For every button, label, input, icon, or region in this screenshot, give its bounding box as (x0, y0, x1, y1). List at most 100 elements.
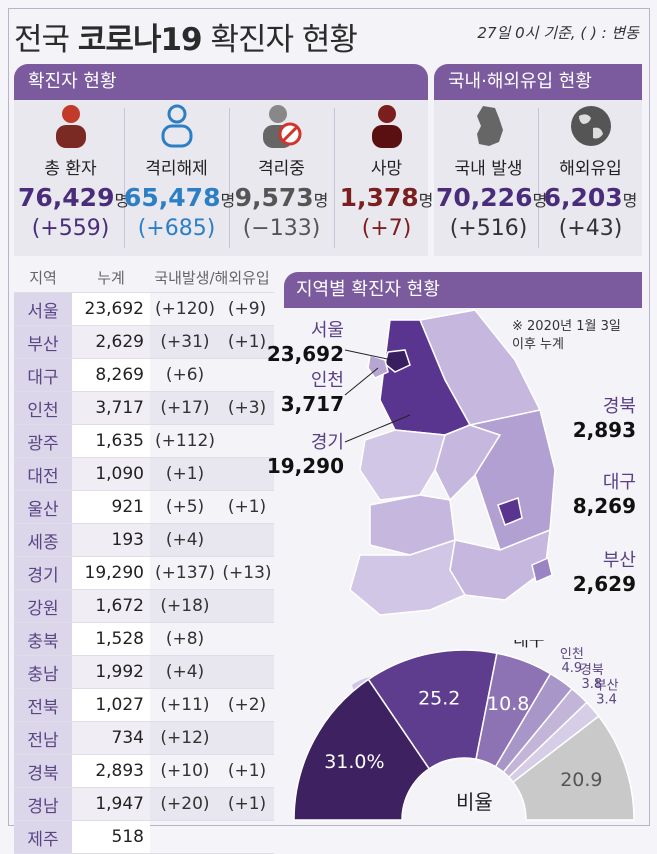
total-cell: 1,635 (72, 424, 150, 458)
stat-total-patients: 총 환자 76,429명 (+559) (18, 104, 129, 241)
region-cell: 인천 (14, 391, 72, 425)
overseas-change-cell: (+2) (220, 688, 274, 722)
region-cell: 세종 (14, 523, 72, 557)
overseas-change-cell (220, 589, 274, 623)
table-row: 광주 1,635 (+112) (14, 424, 274, 458)
region-cell: 강원 (14, 589, 72, 623)
region-cell: 경기 (14, 556, 72, 590)
domestic-change-cell: (+6) (150, 358, 220, 392)
ratio-title: 비율 (456, 790, 493, 814)
region-cell: 전북 (14, 688, 72, 722)
label-seoul: 서울 23,692 (266, 320, 344, 366)
domestic-change-cell: (+1) (150, 457, 220, 491)
overseas-change-cell: (+3) (220, 391, 274, 425)
overseas-change-cell: (+1) (220, 787, 274, 821)
ratio-slice-label: 3.4 (596, 692, 617, 707)
region-cell: 대구 (14, 358, 72, 392)
domestic-change-cell: (+17) (150, 391, 220, 425)
ratio-slice-label: 4.9 (562, 661, 583, 676)
domestic-change-cell: (+18) (150, 589, 220, 623)
person-blocked-icon (229, 104, 334, 148)
table-row: 인천 3,717 (+17) (+3) (14, 391, 274, 425)
ratio-slice-name: 경북 (580, 663, 604, 678)
total-cell: 8,269 (72, 358, 150, 392)
map-jeonnam (349, 538, 467, 616)
label-daegu: 대구 8,269 (572, 472, 636, 518)
region-cell: 광주 (14, 424, 72, 458)
stat-deaths: 사망 1,378명 (+7) (334, 104, 439, 241)
ratio-slice-label: 10.8 (487, 693, 529, 715)
overseas-change-cell (220, 655, 274, 689)
domestic-change-cell: (+4) (150, 655, 220, 689)
overseas-value: 6,203 (543, 183, 623, 212)
total-cell: 1,090 (72, 457, 150, 491)
label-incheon: 인천 3,717 (280, 370, 344, 416)
korea-map (344, 309, 556, 699)
table-row: 경기 19,290 (+137) (+13) (14, 556, 274, 590)
region-table: 지역 누계 국내발생/해외유입 서울 23,692 (+120) (+9) 부산 2,62… (14, 262, 274, 854)
table-row: 전남 734 (+12) (14, 721, 274, 755)
label-gyeonggi: 경기 19,290 (266, 432, 344, 478)
region-cell: 경남 (14, 787, 72, 821)
ratio-slice-name: 대구 (513, 640, 544, 651)
ratio-slice-name: 인천 (560, 647, 584, 662)
domestic-change-cell: (+112) (150, 424, 220, 458)
map-note: ※ 2020년 1월 3일 이후 누계 (512, 319, 621, 352)
total-cell: 23,692 (72, 292, 150, 326)
domestic-change-cell: (+8) (150, 622, 220, 656)
ratio-slice-label: 31.0% (324, 751, 384, 773)
domestic-change-cell (150, 820, 220, 854)
stat-isolated: 격리중 9,573명 (−133) (229, 104, 334, 241)
ratio-slice-name: 부산 (595, 678, 619, 693)
map-daegu (497, 497, 523, 526)
total-cell: 518 (72, 820, 150, 854)
map-chungnam (359, 429, 446, 501)
table-row: 전북 1,027 (+11) (+2) (14, 688, 274, 722)
globe-icon (538, 104, 643, 148)
isolated-value: 9,573 (234, 183, 314, 212)
region-cell: 제주 (14, 820, 72, 854)
ratio-slice-label: 3.8 (581, 677, 602, 692)
region-cell: 충남 (14, 655, 72, 689)
total-cell: 3,717 (72, 391, 150, 425)
overseas-change-cell: (+1) (220, 490, 274, 524)
domestic-change-cell: (+137) (150, 556, 220, 590)
map-busan (531, 556, 553, 584)
total-cell: 1,027 (72, 688, 150, 722)
domestic-change-cell: (+11) (150, 688, 220, 722)
region-cell: 서울 (14, 292, 72, 326)
table-row: 세종 193 (+4) (14, 523, 274, 557)
overseas-change-cell (220, 523, 274, 557)
person-icon (334, 104, 439, 148)
overseas-change-cell: (+1) (220, 325, 274, 359)
ratio-slice-서울 (293, 678, 431, 821)
region-cell: 충북 (14, 622, 72, 656)
total-cell: 734 (72, 721, 150, 755)
ratio-slice-label: 20.9 (560, 769, 602, 791)
total-cell: 2,629 (72, 325, 150, 359)
total-cell: 1,528 (72, 622, 150, 656)
table-row: 충북 1,528 (+8) (14, 622, 274, 656)
confirmed-panel (14, 98, 428, 256)
table-row: 제주 518 (14, 820, 274, 854)
page-title: 전국 코로나19 확진자 현황 (14, 22, 358, 58)
stat-released: 격리해제 65,478명 (+685) (124, 104, 235, 241)
domestic-value: 70,226 (436, 183, 533, 212)
person-icon (18, 104, 123, 148)
table-row: 울산 921 (+5) (+1) (14, 490, 274, 524)
table-row: 경북 2,893 (+10) (+1) (14, 754, 274, 788)
domestic-change-cell: (+4) (150, 523, 220, 557)
label-gyeongbuk: 경북 2,893 (572, 396, 636, 442)
overseas-change-cell (220, 457, 274, 491)
table-row: 서울 23,692 (+120) (+9) (14, 292, 274, 326)
stat-domestic: 국내 발생 70,226명 (+516) (436, 104, 547, 241)
overseas-change-cell (220, 358, 274, 392)
region-cell: 경북 (14, 754, 72, 788)
table-row: 부산 2,629 (+31) (+1) (14, 325, 274, 359)
total-patients-value: 76,429 (18, 183, 115, 212)
domestic-change-cell: (+20) (150, 787, 220, 821)
table-row: 대전 1,090 (+1) (14, 457, 274, 491)
total-cell: 1,992 (72, 655, 150, 689)
total-cell: 193 (72, 523, 150, 557)
